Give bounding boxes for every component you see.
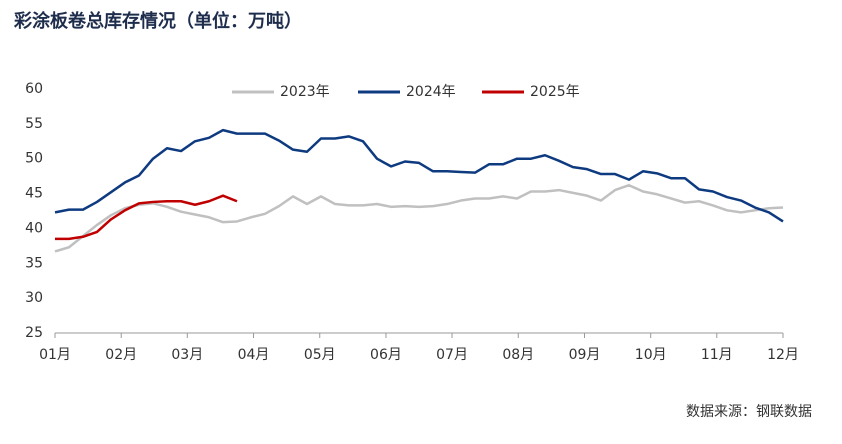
x-tick-label: 12月: [767, 347, 799, 363]
y-tick-label: 60: [25, 81, 43, 97]
legend-label: 2025年: [530, 84, 580, 100]
x-tick-label: 01月: [39, 347, 71, 363]
series-line: [54, 128, 784, 223]
y-tick-label: 25: [25, 325, 43, 341]
x-tick-label: 06月: [370, 347, 402, 363]
series-line: [55, 194, 238, 241]
x-tick-label: 04月: [238, 347, 270, 363]
source: 数据来源：钢联数据: [686, 404, 812, 420]
x-tick-label: 10月: [635, 347, 667, 363]
x-tick-label: 02月: [105, 347, 137, 363]
x-tick-label: 11月: [701, 347, 733, 363]
y-tick-label: 30: [25, 290, 43, 306]
y-tick-label: 45: [25, 186, 43, 202]
y-tick-label: 55: [25, 116, 43, 132]
x-tick-label: 07月: [436, 347, 468, 363]
y-tick-label: 40: [25, 220, 43, 236]
series-line: [54, 183, 784, 253]
chart-title: 彩涂板卷总库存情况（单位：万吨）: [13, 10, 302, 32]
x-tick-label: 05月: [304, 347, 336, 363]
y-tick-label: 50: [25, 151, 43, 167]
x-tick-label: 09月: [569, 347, 601, 363]
x-tick-label: 08月: [502, 347, 534, 363]
y-tick-label: 35: [25, 255, 43, 271]
legend-label: 2024年: [406, 84, 456, 100]
x-tick-label: 03月: [171, 347, 203, 363]
legend-label: 2023年: [280, 84, 330, 100]
